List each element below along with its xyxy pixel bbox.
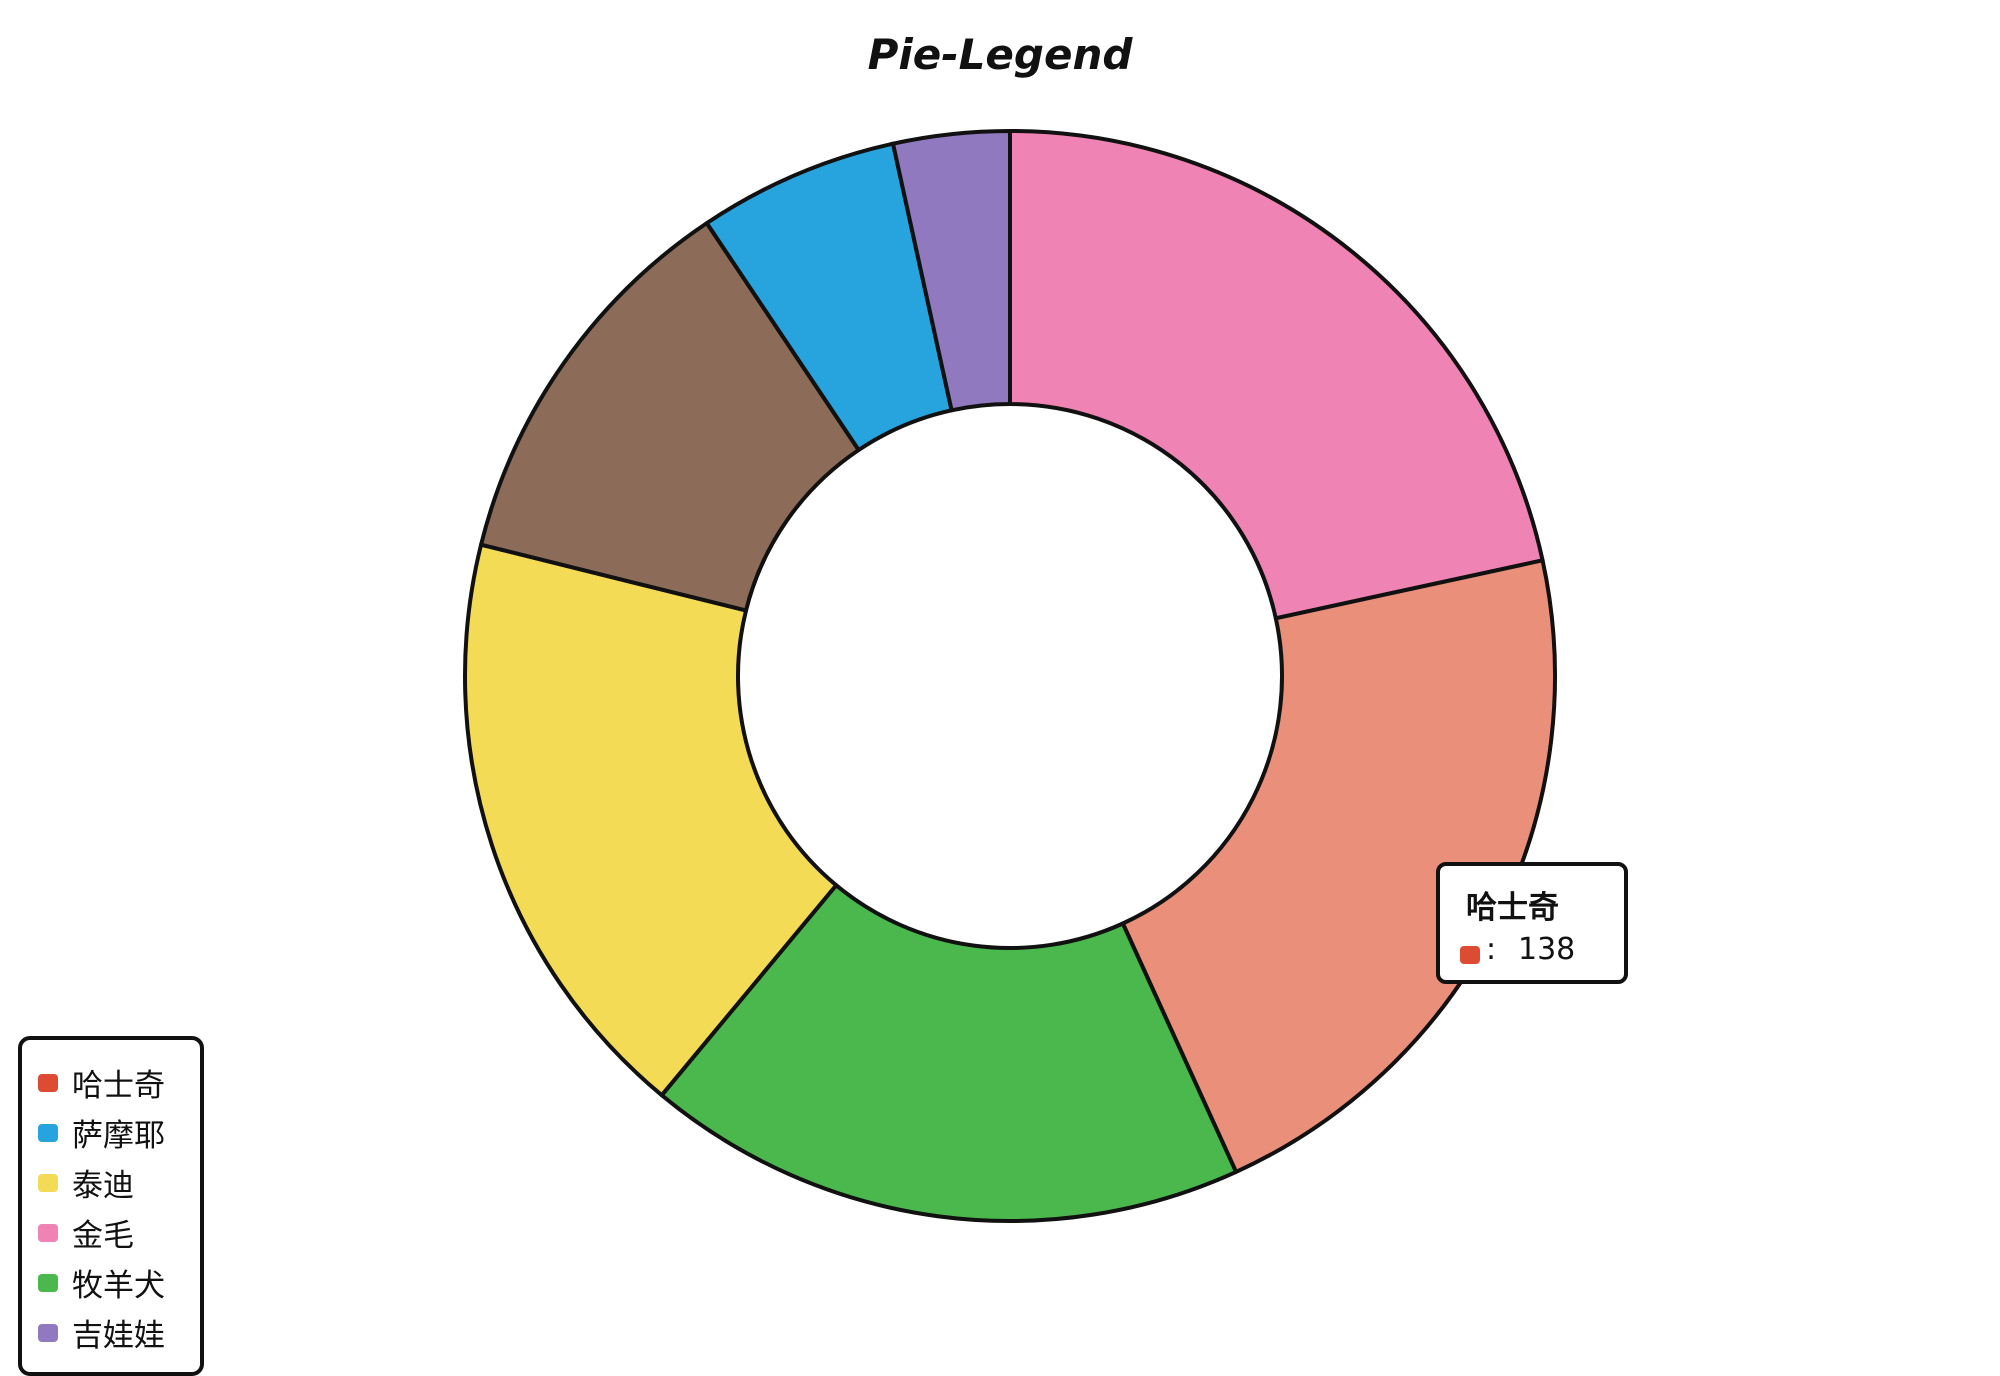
legend-label: 哈士奇	[72, 1068, 165, 1104]
legend-label: 牧羊犬	[72, 1268, 165, 1304]
legend-label: 金毛	[72, 1218, 134, 1254]
slice-husky[interactable]	[1120, 558, 1557, 1174]
slice-teddy[interactable]	[463, 542, 839, 1098]
slice-golden[interactable]	[1008, 129, 1545, 621]
tooltip-value: 138	[1518, 932, 1576, 967]
legend: 哈士奇 萨摩耶 泰迪 金毛 牧羊犬 吉娃娃	[18, 1036, 204, 1376]
chart-title: Pie-Legend	[867, 30, 1133, 79]
legend-swatch	[38, 1124, 58, 1142]
legend-label: 萨摩耶	[72, 1118, 165, 1154]
legend-swatch	[38, 1274, 58, 1292]
slice-chihuahua[interactable]	[891, 129, 1012, 413]
tooltip: 哈士奇 : 138	[1436, 862, 1628, 984]
slice-extra[interactable]	[479, 221, 861, 613]
legend-label: 泰迪	[72, 1168, 134, 1204]
legend-swatch	[38, 1074, 58, 1092]
legend-label: 吉娃娃	[72, 1318, 165, 1354]
tooltip-title: 哈士奇	[1466, 890, 1559, 926]
legend-swatch	[38, 1224, 58, 1242]
tooltip-separator: :	[1486, 932, 1497, 967]
legend-swatch	[38, 1324, 58, 1342]
tooltip-swatch	[1460, 946, 1480, 964]
slice-shepherd[interactable]	[659, 883, 1239, 1223]
legend-swatch	[38, 1174, 58, 1192]
pie-slices	[463, 129, 1557, 1223]
